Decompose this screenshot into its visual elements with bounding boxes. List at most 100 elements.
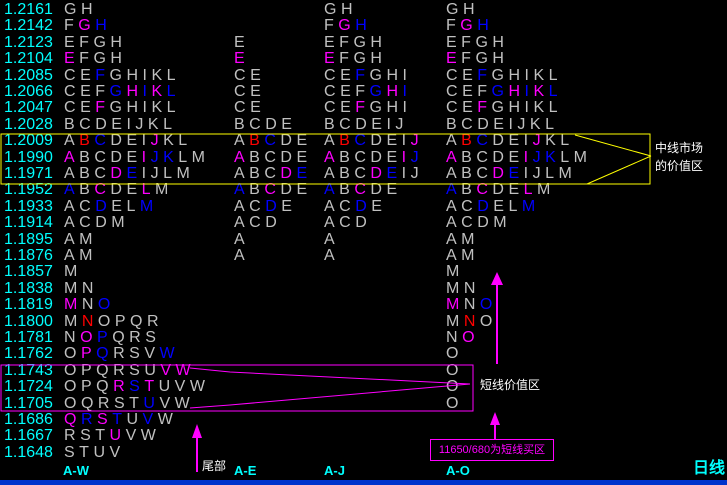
tpo-letter: E	[386, 165, 398, 182]
short-value-area-pointer-top	[189, 367, 471, 385]
tpo-letter: H	[386, 83, 399, 100]
tpo-letter: A	[234, 132, 245, 150]
tpo-letter: G	[109, 99, 122, 117]
tpo-letter: K	[533, 66, 545, 84]
tpo-letter: I	[402, 66, 407, 84]
tpo-letter: B	[461, 148, 472, 166]
tpo-letter: A	[446, 230, 457, 248]
tpo-letter: G	[109, 66, 122, 84]
tpo-letter: C	[64, 99, 76, 117]
tpo-letter: K	[533, 83, 545, 100]
tpo-letter: L	[508, 197, 518, 215]
tpo-letter: R	[113, 378, 125, 396]
tpo-letter: C	[79, 115, 91, 133]
tail-label: 尾部	[202, 459, 227, 473]
tpo-letter: F	[95, 83, 106, 100]
tpo-letter: S	[64, 443, 75, 461]
tpo-letter: S	[129, 378, 140, 396]
tpo-letter: V	[125, 427, 137, 445]
tpo-letter: A	[64, 230, 75, 248]
tpo-letter: H	[126, 66, 139, 84]
tpo-letter: L	[560, 148, 570, 166]
tpo-letter: D	[110, 132, 122, 150]
tpo-letter: G	[491, 66, 504, 84]
tpo-letter: Q	[96, 378, 109, 396]
tpo-letter: F	[79, 33, 89, 51]
tpo-letter: J	[135, 115, 144, 133]
price-label: 1.2085	[4, 66, 53, 84]
tpo-letter: D	[477, 115, 489, 133]
tpo-letter: F	[64, 17, 74, 35]
tpo-letter: M	[573, 148, 587, 166]
tpo-letter: H	[110, 33, 122, 51]
tpo-letter: C	[94, 165, 106, 182]
tpo-letter: D	[265, 214, 277, 232]
column-label-a-o: A-O	[446, 463, 470, 478]
tpo-letter: E	[250, 83, 261, 100]
tpo-letter: L	[141, 181, 151, 199]
tpo-letter: E	[126, 148, 138, 166]
tpo-letter: I	[142, 83, 147, 100]
tpo-letter: J	[150, 132, 159, 150]
tpo-letter: T	[112, 411, 122, 428]
tpo-letter: A	[324, 230, 335, 248]
tpo-letter: G	[491, 83, 504, 100]
tpo-letter: N	[81, 296, 94, 314]
price-label: 1.2142	[4, 17, 53, 35]
tpo-letter: W	[175, 361, 191, 379]
tpo-letter: I	[141, 148, 147, 166]
tpo-row-a-o: O	[446, 346, 463, 362]
tpo-letter: C	[234, 99, 246, 117]
column-label-a-j: A-J	[324, 463, 345, 478]
tpo-letter: N	[446, 329, 458, 346]
tpo-letter: L	[166, 66, 176, 84]
tpo-letter: O	[446, 361, 459, 379]
tpo-letter: P	[80, 378, 92, 396]
tpo-letter: I	[524, 66, 529, 84]
tpo-letter: K	[529, 115, 541, 133]
tpo-row-a-j: A	[324, 248, 339, 264]
tpo-letter: C	[64, 83, 76, 100]
tpo-letter: C	[339, 115, 351, 133]
tpo-letter: L	[560, 132, 570, 150]
tpo-letter: C	[324, 83, 336, 100]
tpo-letter: I	[142, 99, 147, 117]
tpo-letter: E	[250, 66, 261, 84]
tpo-letter: F	[355, 99, 366, 117]
tpo-letter: C	[79, 197, 91, 215]
tpo-letter: E	[508, 181, 520, 199]
price-label: 1.1857	[4, 263, 53, 281]
tpo-letter: N	[81, 312, 94, 330]
tpo-letter: C	[446, 83, 458, 100]
tpo-letter: B	[79, 148, 90, 166]
tpo-letter: I	[523, 165, 529, 182]
tpo-letter: H	[370, 33, 382, 51]
tpo-letter: G	[353, 50, 366, 68]
tpo-letter: F	[355, 83, 366, 100]
tpo-letter: D	[280, 148, 292, 166]
tpo-letter: L	[166, 83, 176, 100]
tpo-letter: V	[142, 411, 154, 428]
tpo-letter: L	[545, 115, 554, 133]
tpo-letter: M	[176, 165, 190, 182]
tpo-letter: W	[159, 345, 175, 363]
tpo-letter: B	[249, 181, 260, 199]
tpo-letter: O	[462, 329, 475, 346]
bottom-scrollbar[interactable]	[0, 480, 727, 485]
tpo-letter: A	[324, 148, 335, 166]
tpo-letter: C	[264, 132, 276, 150]
tpo-letter: F	[324, 17, 334, 35]
tpo-letter: K	[163, 132, 174, 150]
tpo-letter: G	[475, 50, 488, 68]
tpo-letter: C	[264, 181, 276, 199]
